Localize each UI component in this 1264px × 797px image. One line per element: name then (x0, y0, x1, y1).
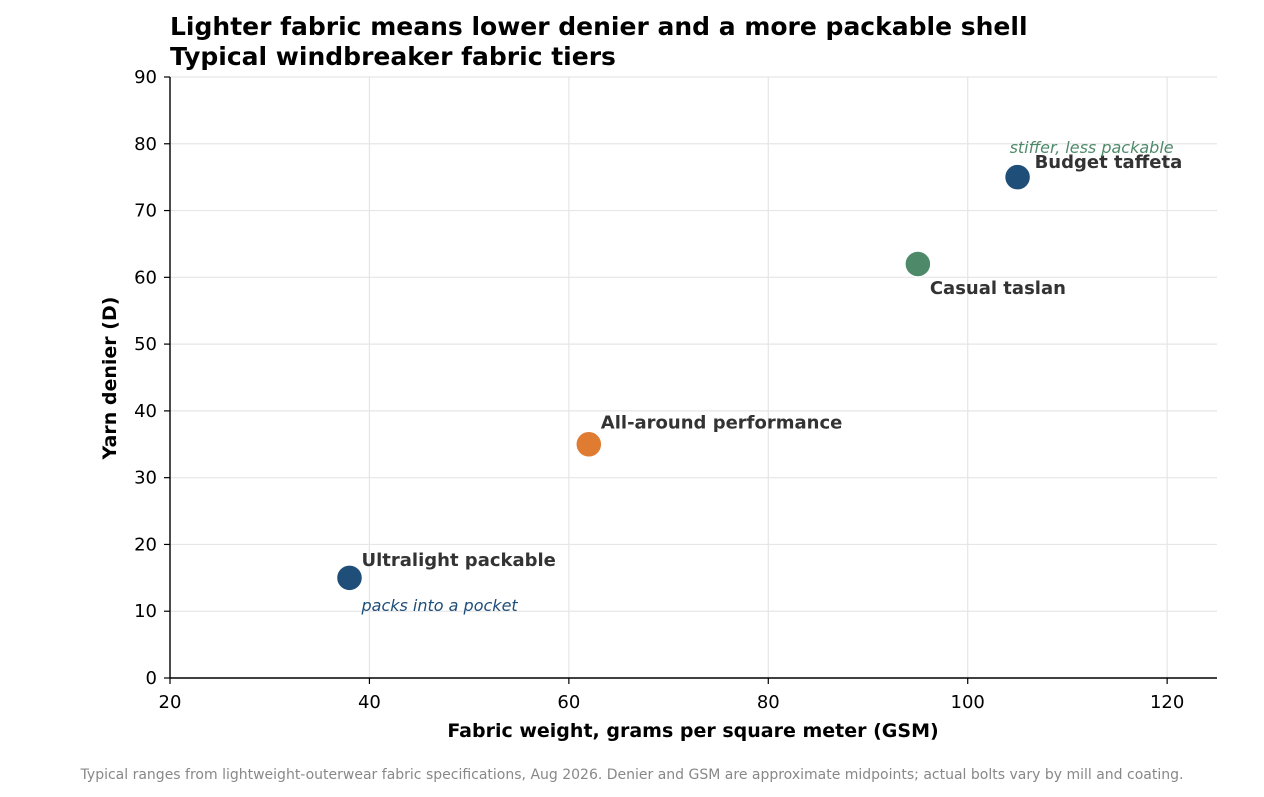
x-tick-label: 100 (951, 692, 985, 713)
point-label: Casual taslan (930, 278, 1066, 299)
tick-labels: 20 40 60 80 100 120 0 10 20 30 40 50 60 70 80 90 (134, 67, 1184, 713)
y-tick-label: 50 (134, 334, 157, 355)
y-tick-label: 70 (134, 201, 157, 222)
chart-title: Lighter fabric means lower denier and a … (170, 12, 1028, 41)
y-tick-label: 30 (134, 468, 157, 489)
y-tick-label: 40 (134, 401, 157, 422)
x-tick-label: 80 (757, 692, 780, 713)
x-tick-label: 20 (159, 692, 182, 713)
y-tick-label: 10 (134, 601, 157, 622)
data-point (575, 430, 603, 459)
y-tick-label: 0 (146, 668, 157, 689)
x-tick-label: 60 (557, 692, 580, 713)
x-axis-label: Fabric weight, grams per square meter (G… (447, 720, 938, 742)
y-tick-label: 20 (134, 534, 157, 555)
annotation-note: stiffer, less packable (1010, 138, 1174, 157)
source-note: Typical ranges from lightweight-outerwea… (80, 767, 1184, 783)
chart-subtitle: Typical windbreaker fabric tiers (170, 42, 616, 71)
y-tick-label: 90 (134, 67, 157, 88)
y-axis-label: Yarn denier (D) (99, 297, 121, 461)
y-tick-label: 80 (134, 134, 157, 155)
grid (170, 76, 1217, 678)
point-label: Budget taffeta (1035, 152, 1183, 173)
y-tick-label: 60 (134, 267, 157, 288)
point-label: Ultralight packable (361, 550, 555, 571)
x-tick-label: 40 (358, 692, 381, 713)
annotation-note: packs into a pocket (360, 596, 518, 615)
point-label: All-around performance (601, 412, 843, 433)
data-point (904, 250, 932, 278)
point-labels: Ultralight packable All-around performanc… (360, 138, 1182, 615)
data-point (335, 564, 364, 592)
axes (164, 76, 1217, 684)
data-points (335, 163, 1032, 592)
x-tick-label: 120 (1150, 692, 1184, 713)
data-point (1003, 163, 1032, 191)
